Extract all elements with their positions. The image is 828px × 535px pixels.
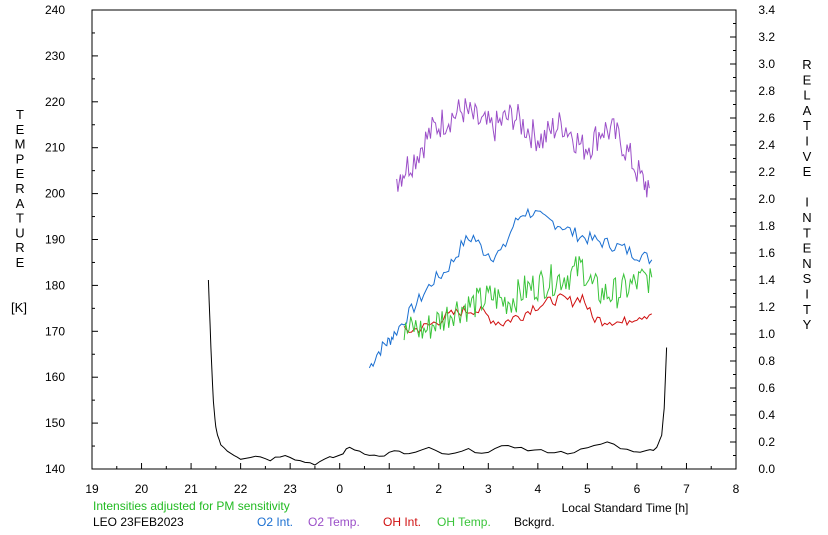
left-axis-label-letter: A [16, 196, 25, 211]
right-tick-label: 2.4 [758, 138, 775, 152]
left-axis-label-letter: R [15, 240, 24, 255]
x-tick-label: 22 [234, 482, 248, 496]
right-tick-label: 1.4 [758, 273, 775, 287]
left-tick-label: 140 [45, 462, 65, 476]
left-axis-unit: [K] [11, 300, 27, 315]
x-tick-label: 4 [535, 482, 542, 496]
left-tick-label: 180 [45, 278, 65, 292]
x-tick-label: 5 [584, 482, 591, 496]
right-tick-label: 0.8 [758, 354, 775, 368]
x-tick-label: 3 [485, 482, 492, 496]
right-tick-label: 1.0 [758, 327, 775, 341]
left-axis-label-letter: P [16, 151, 25, 166]
right-axis-label-letter: R [802, 57, 811, 72]
right-axis-label-letter: N [802, 256, 811, 271]
left-axis-label-letter: E [16, 166, 25, 181]
right-tick-label: 1.8 [758, 219, 775, 233]
right-tick-label: 2.0 [758, 192, 775, 206]
right-axis-label-letter: E [803, 241, 812, 256]
x-tick-label: 7 [683, 482, 690, 496]
x-tick-label: 0 [336, 482, 343, 496]
left-tick-label: 230 [45, 49, 65, 63]
right-tick-label: 0.0 [758, 462, 775, 476]
series-line-o2-temp [396, 98, 650, 198]
left-axis-label-letter: R [15, 181, 24, 196]
right-tick-label: 0.4 [758, 408, 775, 422]
left-tick-label: 210 [45, 141, 65, 155]
right-tick-label: 0.6 [758, 381, 775, 395]
right-axis-label-letter: T [803, 225, 811, 240]
legend-bckgrd: Bckgrd. [514, 515, 555, 529]
right-axis-label-letter: L [803, 88, 810, 103]
right-axis-label-letter: A [803, 103, 812, 118]
x-tick-label: 2 [435, 482, 442, 496]
left-tick-label: 200 [45, 187, 65, 201]
right-axis-label-letter: V [803, 149, 812, 164]
x-tick-label: 20 [135, 482, 149, 496]
station-label: LEO 23FEB2023 [93, 515, 184, 529]
x-tick-label: 21 [184, 482, 198, 496]
right-axis-label-letter: I [805, 134, 809, 149]
right-tick-label: 2.6 [758, 111, 775, 125]
right-tick-label: 1.6 [758, 246, 775, 260]
series-line-bckgrd [207, 279, 668, 466]
x-axis-label: Local Standard Time [h] [562, 501, 689, 515]
x-tick-label: 8 [733, 482, 740, 496]
right-axis-label-letter: I [805, 195, 809, 210]
series-line-oh-temp [403, 256, 653, 341]
sensitivity-note: Intensities adjusted for PM sensitivity [93, 499, 290, 513]
right-axis-label-letter: E [803, 164, 812, 179]
plot-frame [91, 9, 737, 470]
right-tick-label: 1.2 [758, 300, 775, 314]
left-tick-label: 190 [45, 233, 65, 247]
legend-oh-int: OH Int. [383, 515, 421, 529]
legend-o2-int: O2 Int. [257, 515, 293, 529]
left-tick-label: 170 [45, 324, 65, 338]
series-line-o2-int [368, 207, 653, 369]
left-axis-label-letter: U [15, 225, 24, 240]
right-tick-label: 3.4 [758, 3, 775, 17]
left-tick-label: 240 [45, 3, 65, 17]
left-axis-label-letter: M [15, 137, 26, 152]
right-axis-label-letter: E [803, 72, 812, 87]
right-axis-label-letter: N [802, 210, 811, 225]
left-tick-label: 220 [45, 95, 65, 109]
left-axis-label-letter: T [16, 211, 24, 226]
right-tick-label: 2.8 [758, 84, 775, 98]
x-tick-label: 23 [283, 482, 297, 496]
right-tick-label: 3.2 [758, 30, 775, 44]
x-tick-label: 6 [634, 482, 641, 496]
legend-oh-temp: OH Temp. [437, 515, 491, 529]
x-tick-label: 1 [386, 482, 393, 496]
left-tick-label: 150 [45, 416, 65, 430]
right-axis-label-letter: T [803, 118, 811, 133]
x-tick-label: 19 [85, 482, 99, 496]
left-axis-label-letter: T [16, 107, 24, 122]
right-tick-label: 3.0 [758, 57, 775, 71]
right-axis-label-letter: T [803, 302, 811, 317]
legend-o2-temp: O2 Temp. [308, 515, 360, 529]
right-tick-label: 0.2 [758, 435, 775, 449]
left-tick-label: 160 [45, 370, 65, 384]
right-axis-label-letter: Y [803, 317, 812, 332]
left-axis-label-letter: E [16, 255, 25, 270]
right-tick-label: 2.2 [758, 165, 775, 179]
right-axis-label-letter: I [805, 287, 809, 302]
right-axis-label-letter: S [803, 271, 812, 286]
series-line-oh-int [403, 293, 653, 334]
left-axis-label-letter: E [16, 122, 25, 137]
